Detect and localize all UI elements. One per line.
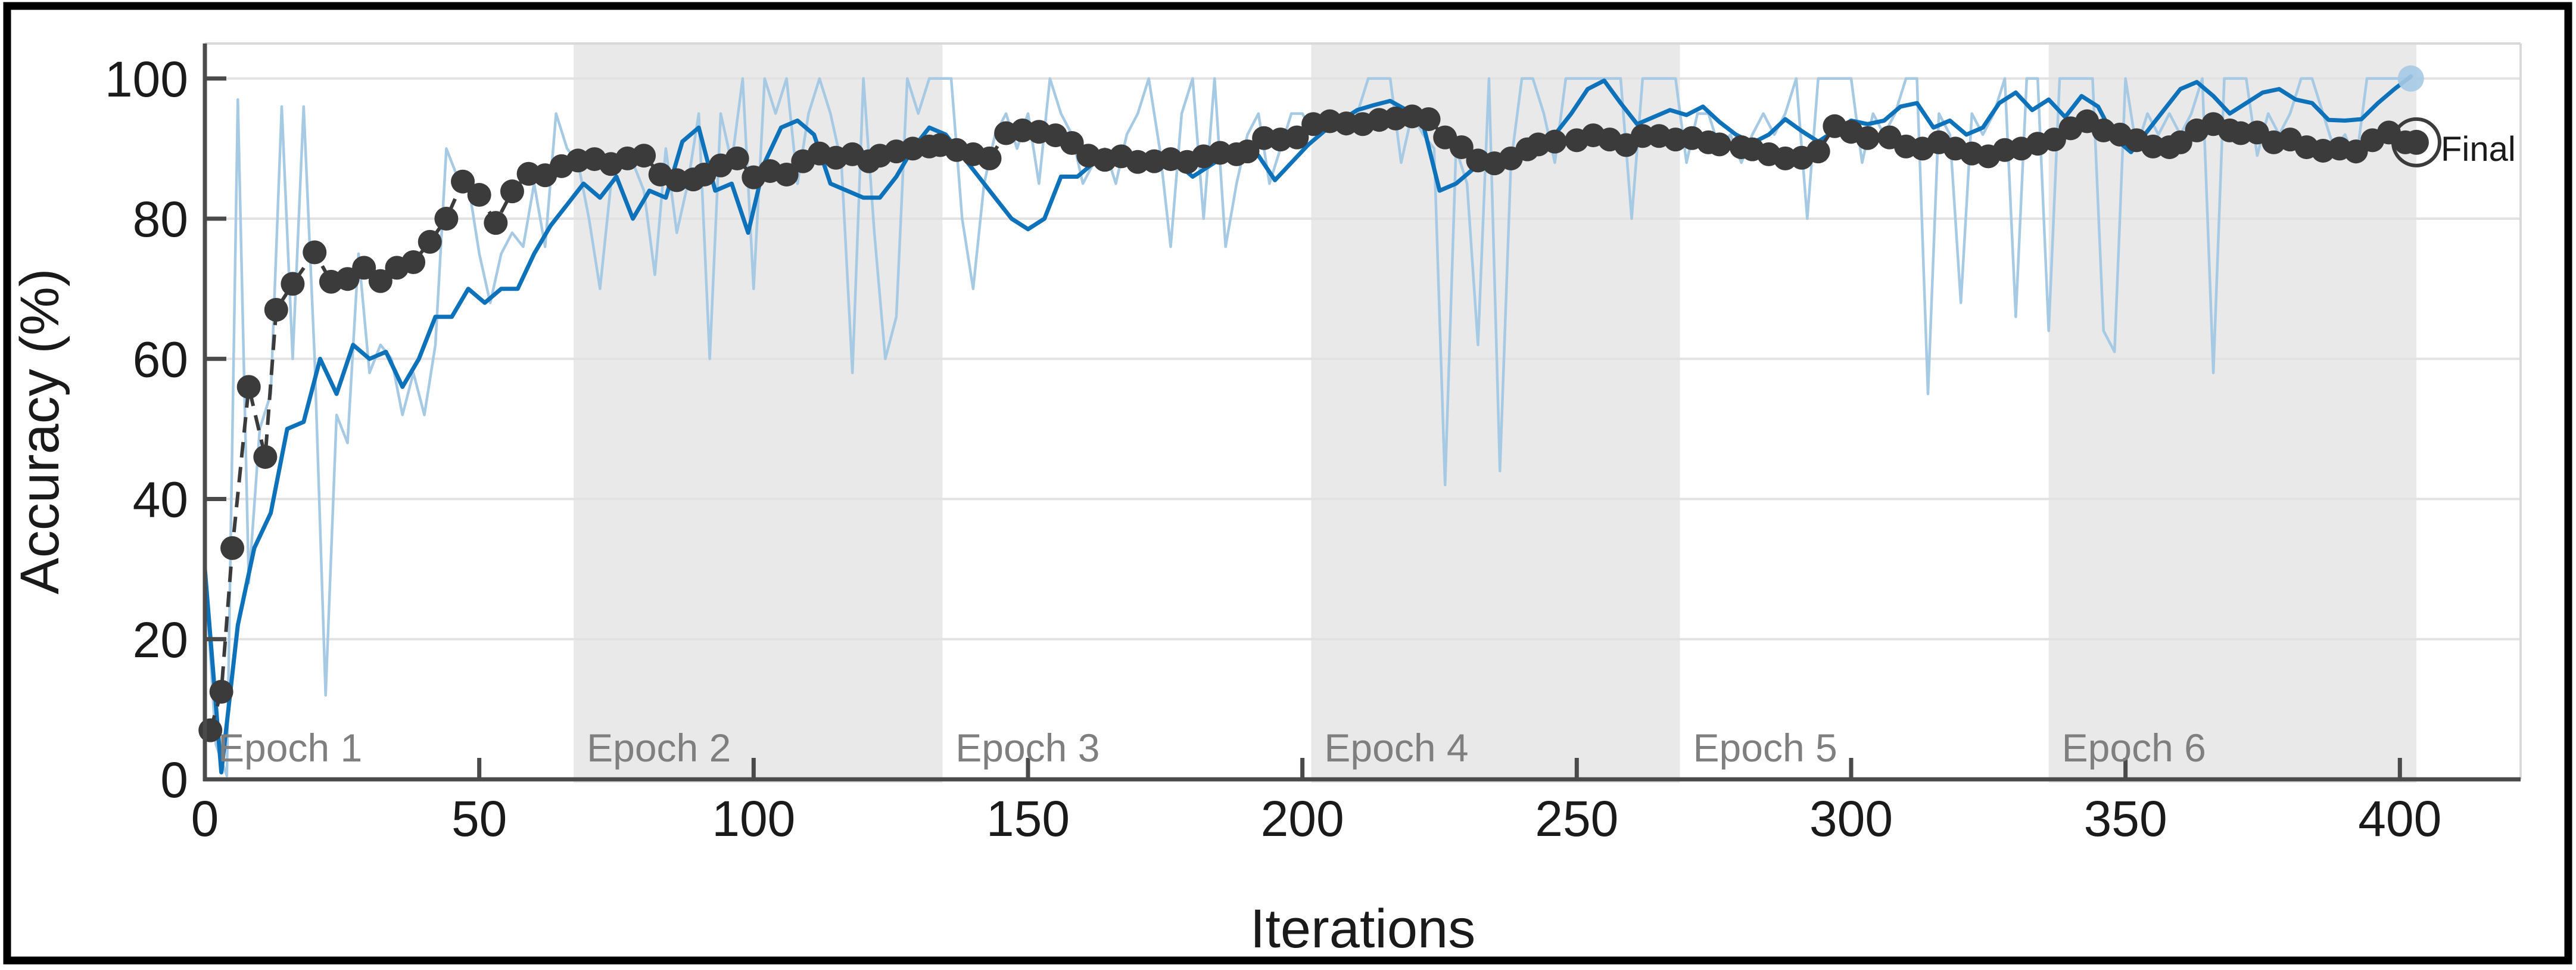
y-tick-label: 40 [133, 472, 188, 528]
validation-point [236, 375, 261, 399]
validation-point [368, 269, 393, 293]
x-tick-label: 200 [1261, 791, 1344, 847]
validation-point [434, 207, 459, 231]
validation-point [451, 169, 475, 194]
validation-point [977, 146, 1002, 170]
final-ring [2391, 117, 2441, 167]
validation-point [264, 297, 288, 322]
validation-point [418, 229, 442, 254]
epoch-label: Epoch 2 [587, 726, 731, 770]
y-axis-title: Accuracy (%) [10, 269, 70, 595]
final-marker-group: Final [2391, 117, 2516, 169]
validation-point [352, 256, 376, 280]
training-accuracy-smoothed [203, 74, 2413, 775]
epoch-label: Epoch 5 [1693, 726, 1837, 770]
x-tick-label: 150 [986, 791, 1070, 847]
epoch-labels: Epoch 1 Epoch 2 Epoch 3 Epoch 4 Epoch 5 Epoch… [218, 726, 2206, 770]
y-tick-label: 80 [133, 191, 188, 247]
validation-point [220, 536, 245, 560]
axes [203, 42, 2522, 782]
figure-border [3, 2, 2572, 965]
validation-point [725, 146, 749, 170]
validation-point [253, 444, 278, 469]
x-axis-title: Iterations [1250, 899, 1475, 959]
x-tick-label: 400 [2358, 791, 2441, 847]
tick-marks [203, 76, 2402, 782]
tick-labels: 0 50 100 150 200 250 300 350 400 0 20 40 60 80 100 [105, 51, 2442, 847]
validation-point [1449, 135, 1474, 160]
validation-point [401, 250, 426, 274]
x-tick-label: 300 [1809, 791, 1893, 847]
epoch-band [2048, 43, 2416, 783]
validation-point [467, 183, 491, 207]
x-tick-label: 100 [712, 791, 795, 847]
validation-point [2168, 130, 2192, 154]
x-tick-label: 350 [2084, 791, 2167, 847]
validation-point [1285, 125, 1309, 150]
final-label: Final [2441, 130, 2516, 169]
validation-point [281, 272, 305, 296]
validation-point [1806, 139, 1830, 164]
epoch-label: Epoch 1 [218, 726, 362, 770]
validation-point [209, 679, 233, 704]
validation-point [1060, 131, 1084, 156]
y-tick-label: 20 [133, 612, 188, 668]
validation-point [632, 144, 656, 168]
epoch-label: Epoch 4 [1324, 726, 1468, 770]
x-tick-label: 50 [451, 791, 507, 847]
x-tick-label: 0 [191, 791, 219, 847]
x-tick-label: 250 [1535, 791, 1618, 847]
data-series [198, 65, 2424, 778]
epoch-label: Epoch 6 [2062, 726, 2206, 770]
y-tick-label: 100 [105, 51, 188, 107]
validation-point [500, 179, 524, 204]
validation-point [484, 211, 508, 235]
y-tick-label: 60 [133, 331, 188, 387]
validation-point [1416, 107, 1441, 132]
epoch-label: Epoch 3 [955, 726, 1099, 770]
gridlines [205, 77, 2521, 641]
y-tick-label: 0 [160, 752, 188, 808]
validation-point [1543, 129, 1567, 154]
validation-point [774, 162, 799, 186]
validation-point [1707, 132, 1731, 157]
training-end-dot [2397, 65, 2424, 92]
validation-point [1630, 124, 1655, 148]
validation-point [1235, 139, 1260, 164]
validation-point [1855, 126, 1880, 150]
validation-point [303, 240, 327, 265]
final-point [2403, 129, 2429, 155]
